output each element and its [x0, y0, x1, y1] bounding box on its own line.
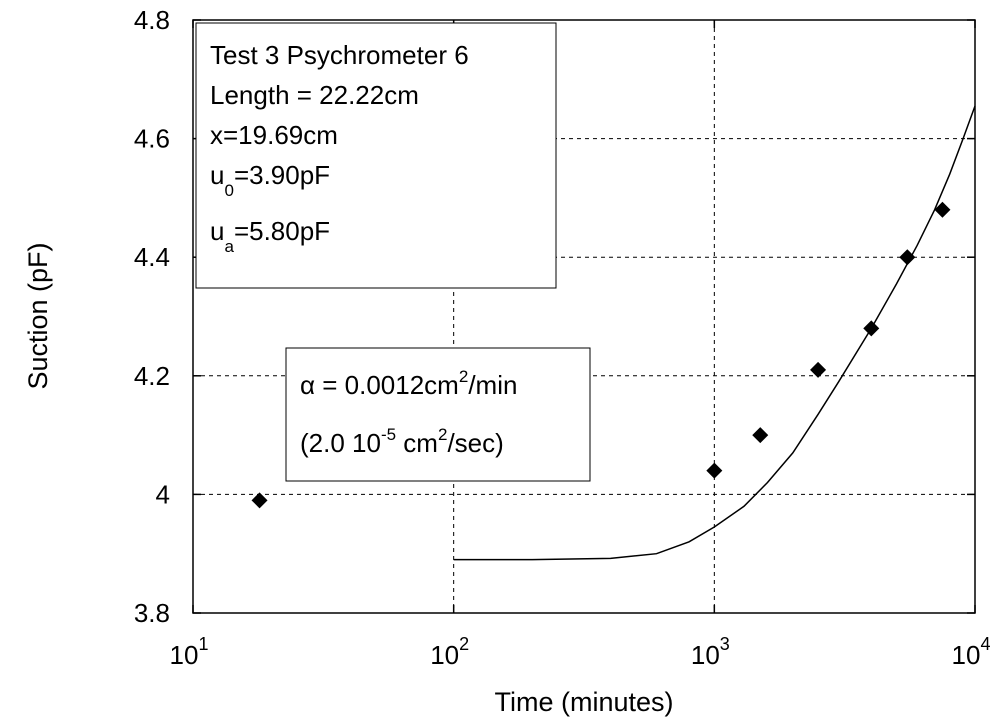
y-axis-title: Suction (pF) — [23, 242, 53, 389]
data-point-diamond — [899, 249, 916, 266]
alpha-min-suffix: /min — [468, 370, 517, 400]
u0-subscript: 0 — [224, 181, 233, 200]
data-point-diamond — [752, 427, 769, 444]
data-point-diamond — [810, 361, 827, 378]
u0-value: =3.90pF — [234, 160, 330, 190]
data-point-diamond — [706, 462, 723, 479]
alpha-line-min: α = 0.0012cm2/min — [300, 367, 517, 400]
alpha-box: α = 0.0012cm2/min (2.0 10-5 cm2/sec) — [285, 347, 591, 482]
x-tick-label: 103 — [691, 634, 730, 670]
ua-subscript: a — [224, 237, 234, 256]
y-tick-labels: 3.8 4 4.2 4.4 4.6 4.8 — [134, 5, 170, 628]
y-tick-label: 3.8 — [134, 598, 170, 628]
alpha-sec-prefix: (2.0 10 — [300, 428, 381, 458]
info-box-frame — [195, 22, 557, 289]
plot-frame — [192, 19, 976, 614]
x-tick-label: 104 — [952, 634, 991, 670]
alpha-sec-suffix: /sec) — [447, 428, 503, 458]
x-tick-labels: 101 102 103 104 — [170, 634, 991, 670]
alpha-min-prefix: α = 0.0012cm — [300, 370, 459, 400]
series-layer — [251, 105, 976, 561]
alpha-line-sec: (2.0 10-5 cm2/sec) — [300, 425, 504, 458]
alpha-box-frame — [285, 347, 591, 482]
y-tick-label: 4.6 — [134, 124, 170, 154]
alpha-sec-sup2: 2 — [438, 425, 447, 444]
alpha-sec-mid: cm — [396, 428, 438, 458]
alpha-sec-sup1: -5 — [381, 425, 396, 444]
y-tick-label: 4.4 — [134, 242, 170, 272]
info-line-length: Length = 22.22cm — [210, 80, 419, 110]
x-tick-label: 101 — [170, 634, 209, 670]
data-point-diamond — [251, 492, 268, 509]
info-line-ua: ua=5.80pF — [210, 216, 330, 256]
model-curve — [453, 105, 976, 561]
info-box: Test 3 Psychrometer 6 Length = 22.22cm x… — [195, 22, 557, 289]
ua-symbol: u — [210, 216, 224, 246]
data-point-diamond — [934, 201, 951, 218]
x-tick-label: 102 — [430, 634, 469, 670]
info-line-u0: u0=3.90pF — [210, 160, 330, 200]
info-line-x: x=19.69cm — [210, 120, 338, 150]
y-tick-label: 4 — [156, 479, 170, 509]
y-tick-label: 4.2 — [134, 361, 170, 391]
ua-value: =5.80pF — [234, 216, 330, 246]
info-line-test: Test 3 Psychrometer 6 — [210, 40, 469, 70]
x-axis-title: Time (minutes) — [494, 687, 673, 717]
alpha-min-sup: 2 — [459, 367, 468, 386]
y-tick-label: 4.8 — [134, 5, 170, 35]
u0-symbol: u — [210, 160, 224, 190]
